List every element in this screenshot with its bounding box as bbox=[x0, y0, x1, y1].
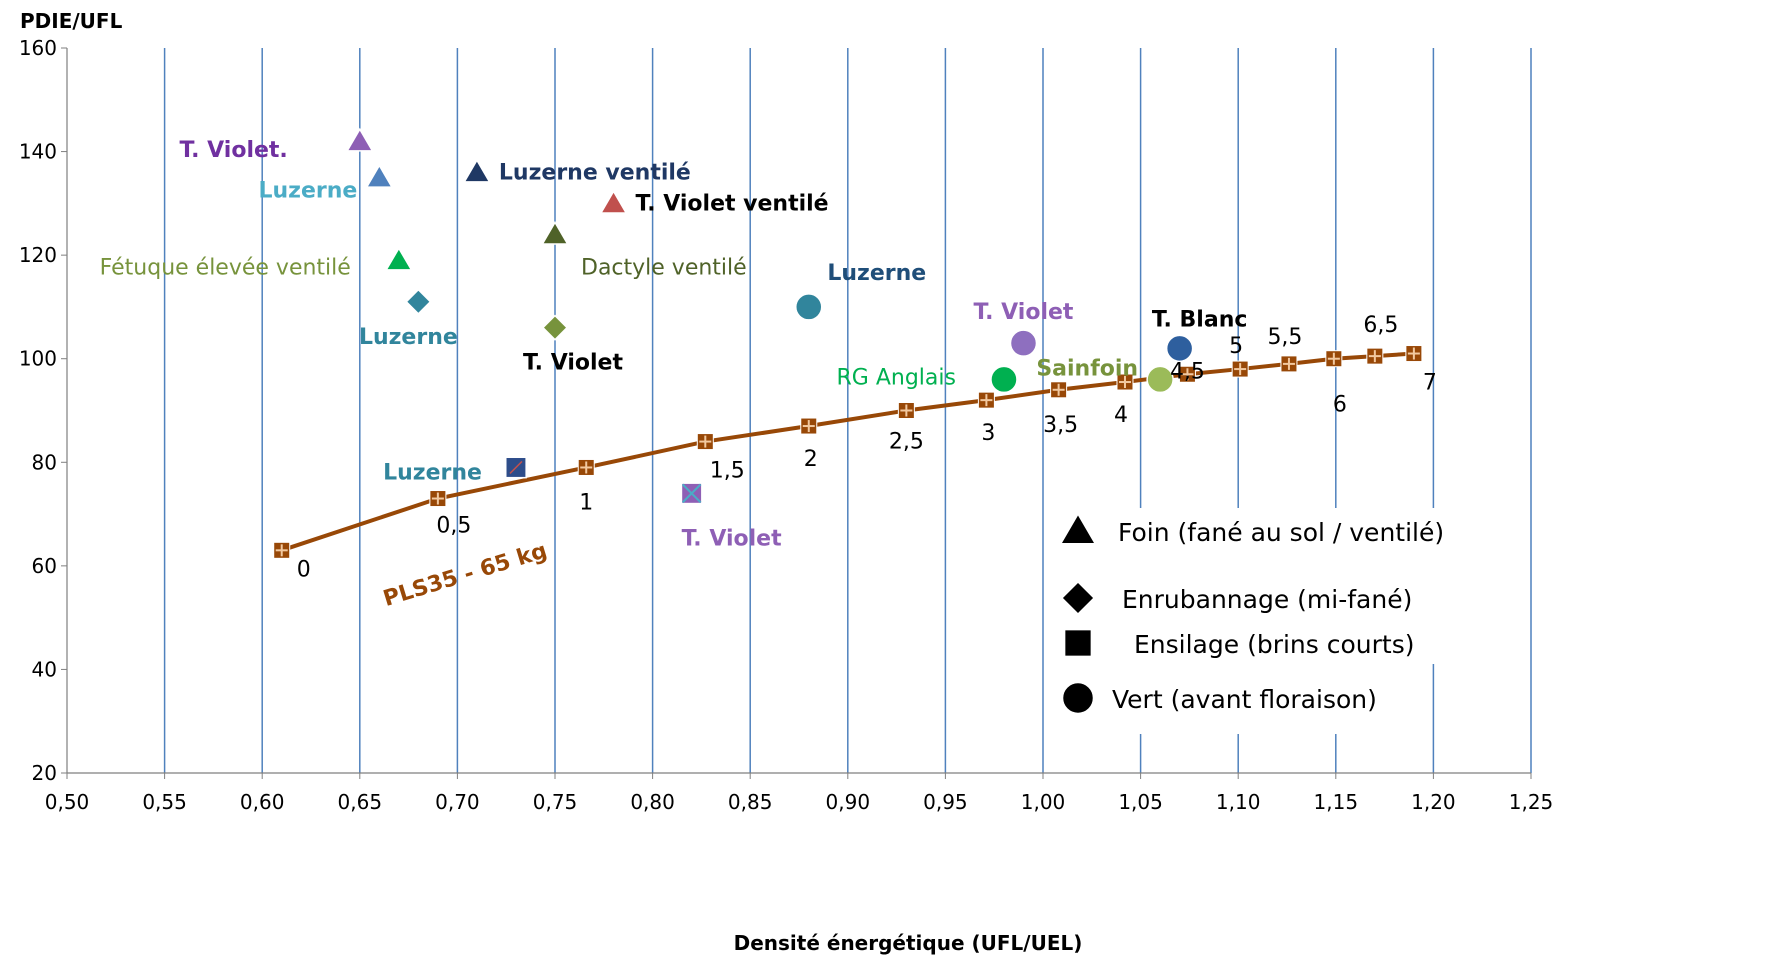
y-tick-labels: 20 40 60 80 100 120 140 160 bbox=[19, 36, 57, 785]
forage-point bbox=[1165, 334, 1194, 363]
curve-level-labels: 0 0,5 1 1,5 2 2,5 3 3,5 4 4,5 5 5,5 6 6,5 7 bbox=[297, 313, 1437, 582]
forage-label: Sainfoin bbox=[1036, 356, 1138, 381]
legend-box bbox=[1060, 664, 1360, 734]
level-label: 3,5 bbox=[1043, 413, 1078, 438]
axes bbox=[61, 47, 1532, 779]
level-label: 6,5 bbox=[1363, 313, 1398, 338]
forage-point bbox=[990, 365, 1018, 394]
forage-label: T. Blanc bbox=[1152, 307, 1248, 332]
legend-box bbox=[1060, 610, 1440, 664]
forage-point bbox=[795, 293, 823, 321]
forage-labels: T. Violet. Luzerne Luzerne ventilé T. Viole… bbox=[100, 138, 1248, 551]
forage-point bbox=[384, 246, 413, 271]
forage-point bbox=[1009, 329, 1038, 357]
y-tick-label: 40 bbox=[32, 657, 57, 681]
forage-label: T. Violet bbox=[523, 351, 623, 376]
y-tick-label: 120 bbox=[19, 243, 57, 267]
forage-label: Luzerne bbox=[827, 261, 926, 286]
forage-label: Luzerne bbox=[359, 325, 458, 350]
forage-point bbox=[463, 158, 491, 183]
forage-label: T. Violet bbox=[682, 526, 782, 551]
forage-point bbox=[1146, 365, 1174, 394]
forage-label: Luzerne bbox=[383, 460, 482, 485]
y-tick-label: 80 bbox=[32, 450, 57, 474]
level-label: 4 bbox=[1114, 403, 1128, 428]
series-name: PLS35 - 65 kg bbox=[380, 538, 550, 612]
level-label: 3 bbox=[981, 421, 995, 446]
legend-marker bbox=[1063, 683, 1093, 713]
forage-points bbox=[345, 127, 1194, 505]
legend-marker bbox=[1061, 515, 1095, 543]
forage-label: Dactyle ventilé bbox=[581, 255, 747, 280]
legend-label: Ensilage (brins courts) bbox=[1134, 630, 1414, 659]
x-tick-labels: 0,50 0,55 0,60 0,65 0,70 0,75 0,80 0,85 0,90 0,95… bbox=[45, 790, 1554, 814]
x-tick-label: 0,75 bbox=[533, 790, 578, 814]
forage-point bbox=[345, 127, 374, 152]
forage-point bbox=[541, 314, 569, 341]
y-tick-label: 20 bbox=[32, 761, 57, 785]
x-tick-label: 1,15 bbox=[1314, 790, 1359, 814]
forage-label: RG Anglais bbox=[837, 365, 956, 390]
legend: Foin (fané au sol / ventilé) Enrubannage … bbox=[1061, 515, 1444, 714]
legend-marker bbox=[1065, 630, 1091, 656]
x-tick-label: 0,85 bbox=[728, 790, 773, 814]
level-label: 2 bbox=[804, 447, 818, 472]
legend-background bbox=[1060, 508, 1440, 734]
y-axis-title: PDIE/UFL bbox=[20, 9, 123, 33]
forage-point bbox=[405, 288, 432, 315]
level-label: 6 bbox=[1333, 393, 1347, 418]
forage-point bbox=[365, 163, 394, 188]
forage-label: T. Violet. bbox=[179, 138, 287, 163]
x-tick-label: 0,50 bbox=[45, 790, 90, 814]
forage-label: Luzerne ventilé bbox=[499, 160, 691, 185]
x-tick-label: 0,90 bbox=[826, 790, 871, 814]
x-tick-label: 1,25 bbox=[1509, 790, 1554, 814]
forage-label: Fétuque élevée ventilé bbox=[100, 255, 351, 280]
level-label: 1 bbox=[579, 490, 593, 515]
y-tick-label: 160 bbox=[19, 36, 57, 60]
x-axis-title: Densité énergétique (UFL/UEL) bbox=[734, 931, 1083, 955]
x-tick-label: 0,65 bbox=[338, 790, 383, 814]
level-label: 7 bbox=[1423, 371, 1437, 396]
level-label: 0 bbox=[297, 557, 311, 582]
x-tick-label: 1,05 bbox=[1118, 790, 1163, 814]
legend-box bbox=[1060, 508, 1440, 610]
level-label: 5,5 bbox=[1267, 325, 1302, 350]
legend-marker bbox=[1062, 582, 1094, 614]
level-label: 0,5 bbox=[436, 514, 471, 539]
legend-label: Foin (fané au sol / ventilé) bbox=[1118, 518, 1444, 547]
x-tick-label: 1,00 bbox=[1021, 790, 1066, 814]
x-tick-label: 0,80 bbox=[630, 790, 675, 814]
level-label: 2,5 bbox=[889, 430, 924, 455]
level-label: 5 bbox=[1229, 334, 1243, 359]
y-tick-label: 100 bbox=[19, 347, 57, 371]
forage-label: Luzerne bbox=[258, 178, 357, 203]
forage-label: T. Violet ventilé bbox=[636, 191, 829, 216]
forage-point bbox=[599, 189, 628, 214]
legend-label: Vert (avant floraison) bbox=[1112, 685, 1377, 714]
x-tick-label: 0,60 bbox=[240, 790, 285, 814]
forage-point-cross bbox=[509, 460, 523, 474]
level-label: 1,5 bbox=[710, 459, 745, 484]
forage-label: T. Violet bbox=[973, 300, 1073, 325]
x-tick-label: 0,95 bbox=[923, 790, 968, 814]
x-tick-label: 0,70 bbox=[435, 790, 480, 814]
forage-point bbox=[541, 220, 569, 245]
y-tick-label: 60 bbox=[32, 554, 57, 578]
x-tick-label: 0,55 bbox=[142, 790, 187, 814]
forage-point-cross bbox=[681, 483, 702, 504]
x-tick-label: 1,10 bbox=[1216, 790, 1261, 814]
y-tick-label: 140 bbox=[19, 140, 57, 164]
legend-label: Enrubannage (mi-fané) bbox=[1122, 585, 1412, 614]
x-tick-label: 1,20 bbox=[1411, 790, 1456, 814]
level-label: 4,5 bbox=[1170, 359, 1205, 384]
